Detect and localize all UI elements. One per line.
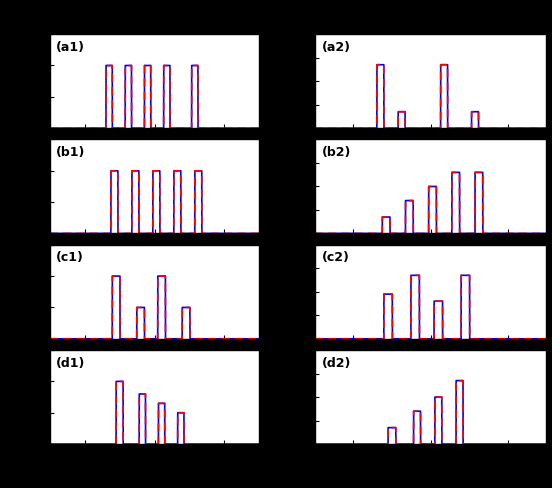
- Text: (c1): (c1): [56, 251, 84, 264]
- Text: (b2): (b2): [322, 146, 351, 159]
- Title: amplitude: amplitude: [107, 16, 202, 34]
- Text: (d1): (d1): [56, 357, 86, 369]
- Title: phase: phase: [402, 16, 459, 34]
- Text: (c2): (c2): [322, 251, 349, 264]
- X-axis label: y(um): y(um): [412, 465, 449, 477]
- Text: (d2): (d2): [322, 357, 351, 369]
- X-axis label: y(um): y(um): [136, 465, 173, 477]
- Text: (a1): (a1): [56, 41, 85, 54]
- Text: (a2): (a2): [322, 41, 351, 54]
- Text: (b1): (b1): [56, 146, 86, 159]
